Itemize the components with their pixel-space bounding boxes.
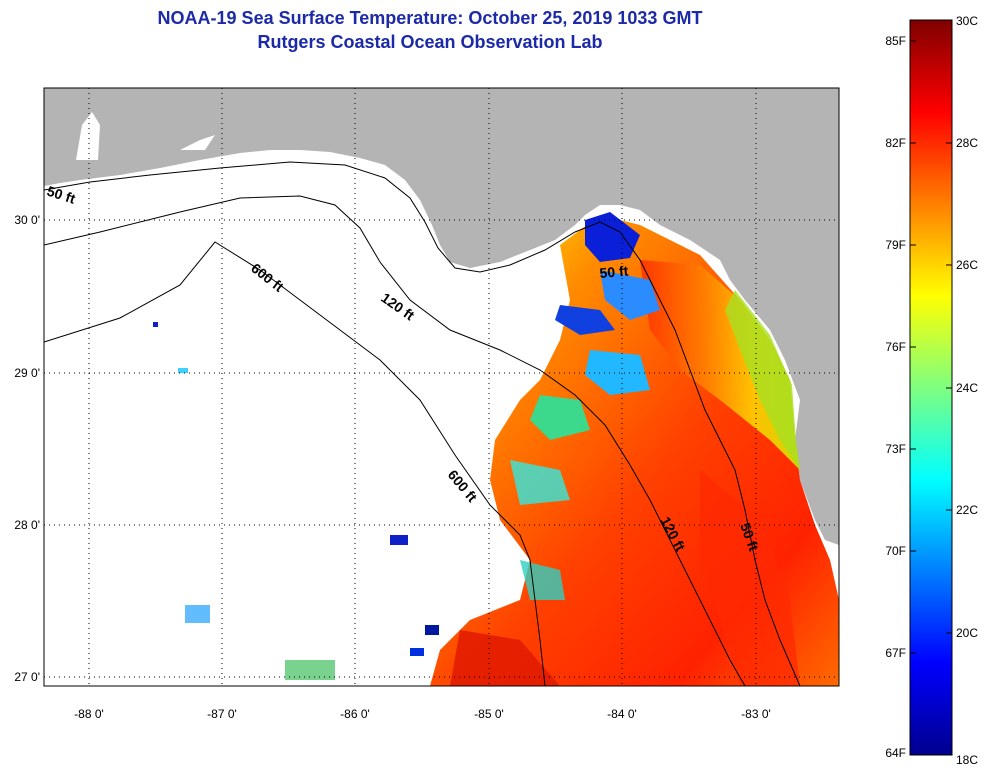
- contour-600ft: [44, 241, 546, 686]
- celsius-label: 28C: [956, 136, 978, 150]
- celsius-label: 24C: [956, 381, 978, 395]
- lon-tick-label: -86 0': [340, 707, 370, 721]
- land-mass: [44, 88, 839, 545]
- celsius-label: 20C: [956, 626, 978, 640]
- contour-50ft: [44, 161, 801, 686]
- colorbar-fahrenheit-labels: 85F 82F 79F 76F 73F 70F 67F 64F: [885, 34, 906, 760]
- fahrenheit-label: 76F: [885, 340, 906, 354]
- lon-tick-label: -88 0': [74, 707, 104, 721]
- contour-label-50ft-upper: 50 ft: [599, 263, 629, 281]
- celsius-label: 22C: [956, 503, 978, 517]
- fahrenheit-label: 70F: [885, 544, 906, 558]
- celsius-label: 26C: [956, 258, 978, 272]
- map-subtitle: Rutgers Coastal Ocean Observation Lab: [257, 32, 603, 52]
- lat-tick-label: 28 0': [14, 518, 40, 532]
- fahrenheit-label: 85F: [885, 34, 906, 48]
- sst-data: [153, 212, 839, 686]
- lat-tick-label: 27 0': [14, 670, 40, 684]
- celsius-label: 18C: [956, 753, 978, 767]
- colorbar-celsius-labels: 30C 28C 26C 24C 22C 20C 18C: [956, 14, 978, 767]
- pensacola-bay: [180, 135, 215, 150]
- fahrenheit-label: 64F: [885, 746, 906, 760]
- bathymetry-contours: [44, 161, 801, 686]
- fahrenheit-label: 67F: [885, 646, 906, 660]
- celsius-label: 30C: [956, 14, 978, 28]
- map-title: NOAA-19 Sea Surface Temperature: October…: [157, 8, 703, 28]
- lat-tick-label: 30 0': [14, 213, 40, 227]
- lon-tick-label: -84 0': [607, 707, 637, 721]
- lat-tick-label: 29 0': [14, 366, 40, 380]
- fahrenheit-label: 73F: [885, 442, 906, 456]
- lon-axis: -88 0' -87 0' -86 0' -85 0' -84 0' -83 0…: [74, 707, 771, 721]
- contour-120ft: [44, 195, 746, 686]
- lat-axis: 30 0' 29 0' 28 0' 27 0': [14, 213, 40, 684]
- fahrenheit-label: 82F: [885, 136, 906, 150]
- colorbar-gradient: [909, 19, 953, 756]
- mobile-bay: [76, 112, 100, 160]
- lon-tick-label: -83 0': [741, 707, 771, 721]
- lon-tick-label: -87 0': [207, 707, 237, 721]
- lon-tick-label: -85 0': [474, 707, 504, 721]
- fahrenheit-label: 79F: [885, 238, 906, 252]
- colorbar-ticks: [910, 19, 952, 654]
